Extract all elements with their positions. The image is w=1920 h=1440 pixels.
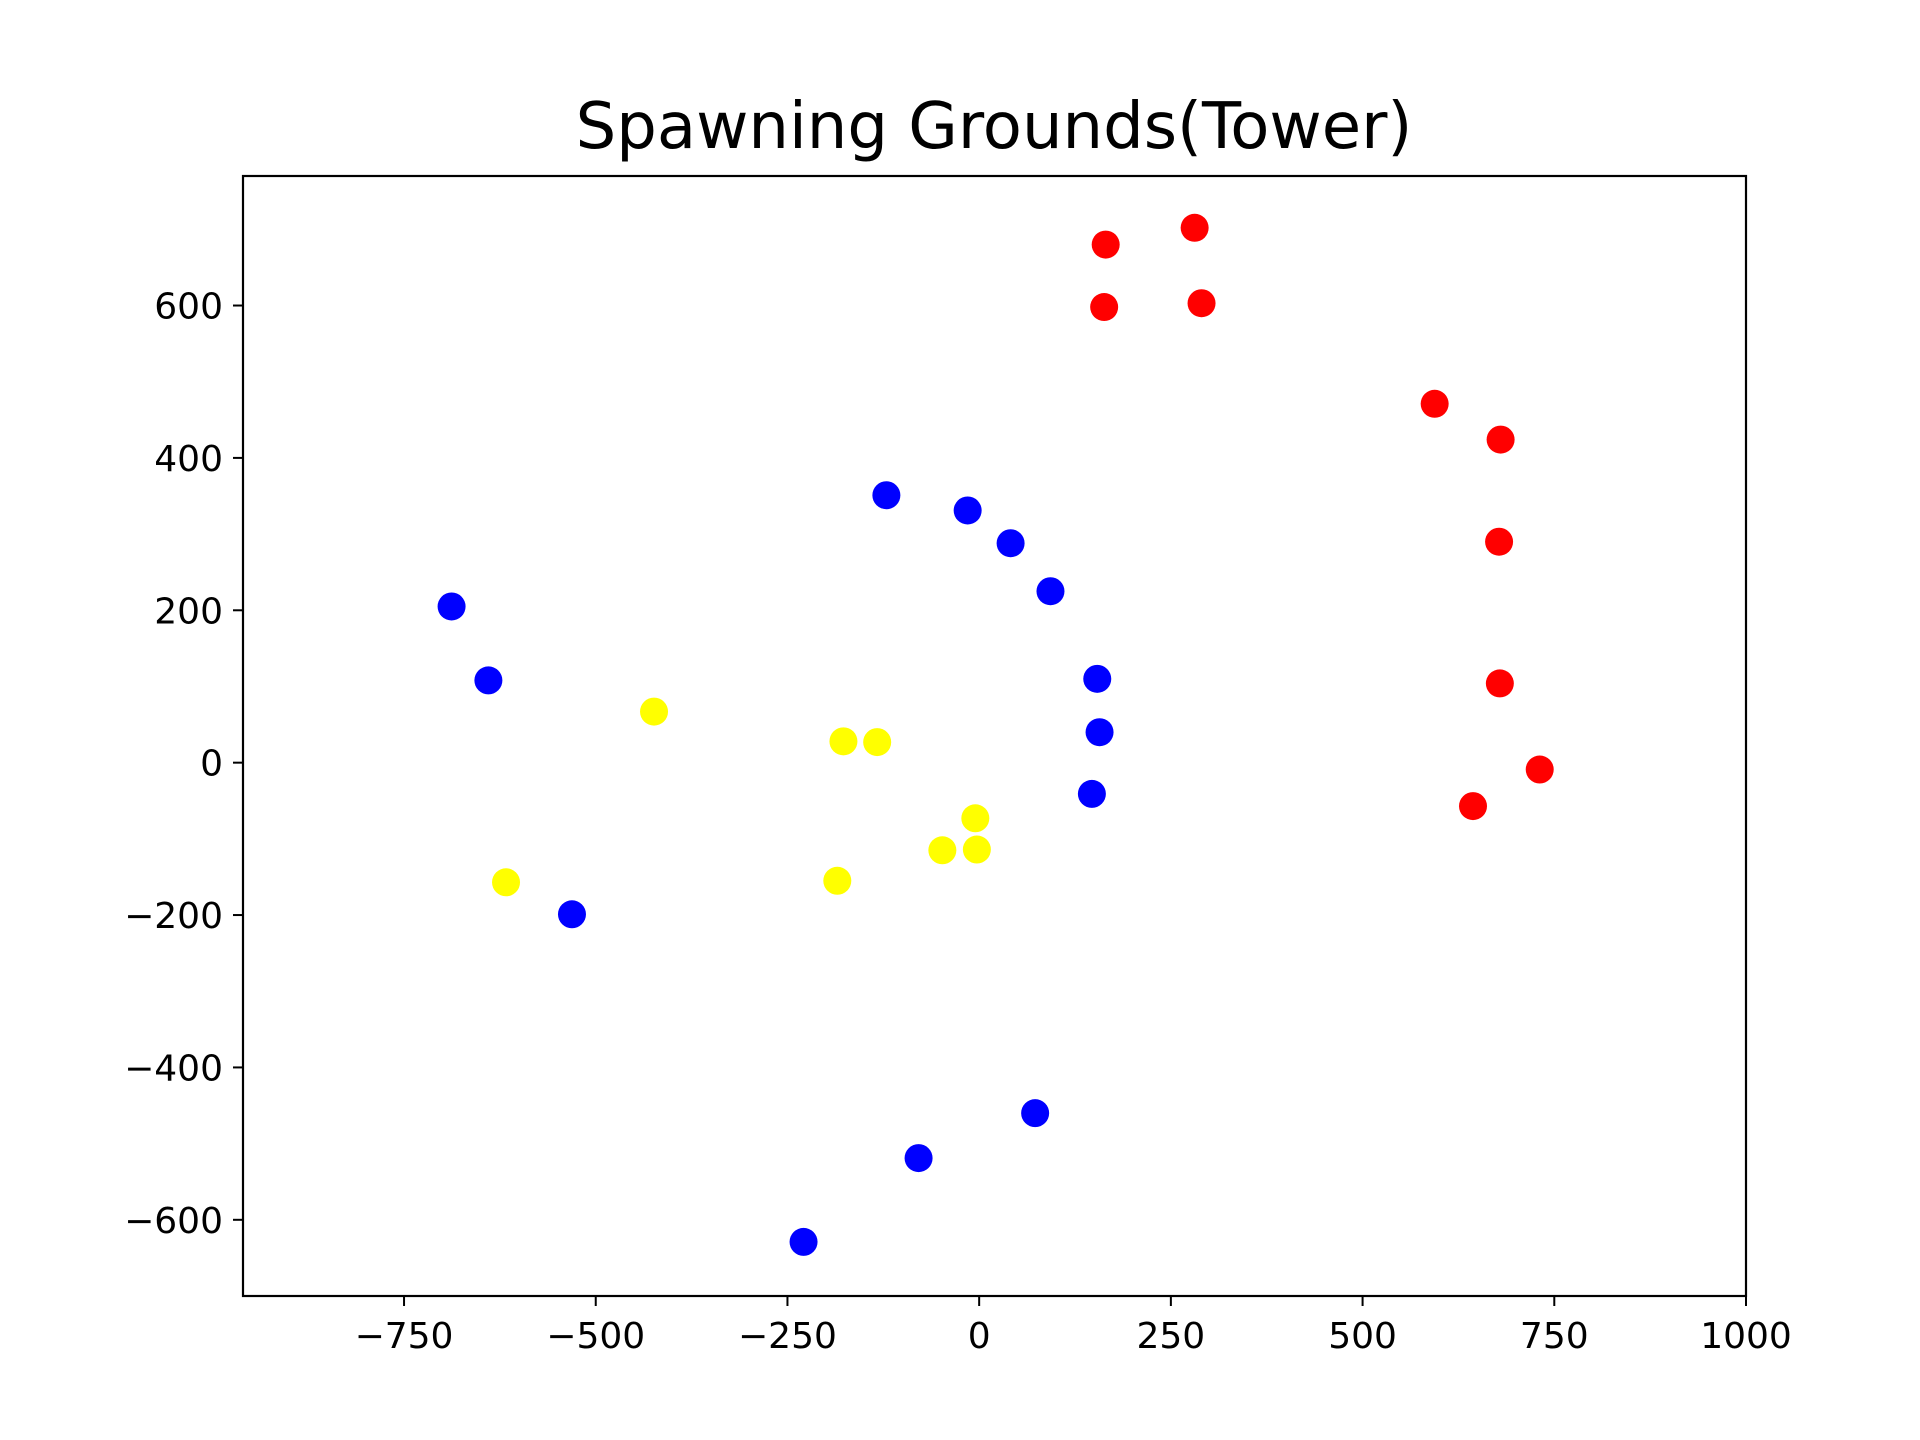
data-point — [492, 868, 521, 897]
y-tick-label: 400 — [154, 439, 223, 480]
data-point — [1459, 792, 1488, 821]
data-point — [1485, 527, 1514, 556]
y-tick-label: 200 — [154, 591, 223, 632]
data-point — [557, 900, 586, 929]
data-point — [1085, 718, 1114, 747]
data-point — [1083, 664, 1112, 693]
x-tick-label: 0 — [968, 1316, 991, 1357]
data-point — [823, 866, 852, 895]
data-point — [928, 836, 957, 865]
data-point — [904, 1144, 933, 1173]
x-tick-label: 250 — [1137, 1316, 1206, 1357]
y-tick-label: −600 — [124, 1201, 223, 1242]
data-point — [437, 592, 466, 621]
data-point — [1485, 669, 1514, 698]
data-point — [829, 727, 858, 756]
data-point — [872, 481, 901, 510]
data-point — [1091, 230, 1120, 259]
data-point — [1420, 389, 1449, 418]
data-point — [953, 496, 982, 525]
data-point — [996, 529, 1025, 558]
chart-title: Spawning Grounds(Tower) — [576, 90, 1413, 164]
data-point — [474, 666, 503, 695]
data-point — [961, 804, 990, 833]
y-tick-label: 600 — [154, 287, 223, 328]
data-point — [1077, 779, 1106, 808]
data-point — [962, 835, 991, 864]
data-point — [789, 1227, 818, 1256]
data-point — [1090, 293, 1119, 322]
data-point — [640, 697, 669, 726]
y-tick-label: −400 — [124, 1048, 223, 1089]
data-point — [1525, 755, 1554, 784]
plot-frame — [241, 174, 1748, 1298]
points-layer — [437, 213, 1554, 1256]
x-tick-label: 500 — [1328, 1316, 1397, 1357]
data-point — [1486, 425, 1515, 454]
x-tick-label: −250 — [738, 1316, 837, 1357]
x-tick-label: −500 — [546, 1316, 645, 1357]
data-point — [1036, 577, 1065, 606]
y-tick-label: −200 — [124, 896, 223, 937]
y-tick-label: 0 — [200, 744, 223, 785]
data-point — [1187, 289, 1216, 318]
data-point — [1180, 213, 1209, 242]
x-tick-label: −750 — [355, 1316, 454, 1357]
x-tick-label: 1000 — [1700, 1316, 1792, 1357]
ticks-layer: −750 −500 −250 0 250 500 750 1000 600 400 200 0 −200… — [124, 287, 1792, 1357]
x-tick-label: 750 — [1520, 1316, 1589, 1357]
data-point — [863, 728, 892, 757]
data-point — [1021, 1099, 1050, 1128]
